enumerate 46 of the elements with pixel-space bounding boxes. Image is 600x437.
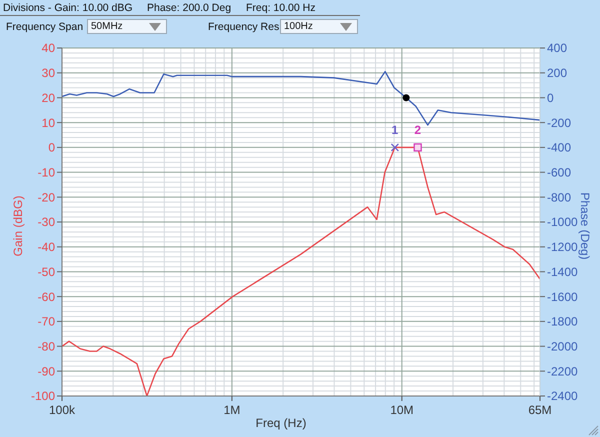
y2-tick-label: -1000 xyxy=(547,215,578,230)
x-tick-label: 65M xyxy=(528,403,552,417)
y2-axis-title: Phase (Deg) xyxy=(578,192,592,260)
y-tick-label: -30 xyxy=(38,215,56,230)
y-tick-label: -20 xyxy=(38,190,56,204)
y2-tick-label: -1800 xyxy=(547,314,578,329)
text: Frequency Res xyxy=(208,21,280,33)
dropdown-field: 50MHz xyxy=(87,19,167,34)
text: Divisions - Gain: 10.00 dBG xyxy=(3,2,133,14)
x-axis-title: Freq (Hz) xyxy=(256,416,306,430)
y2-tick-label: -800 xyxy=(547,190,572,204)
y-tick-label: 10 xyxy=(42,116,56,130)
text: Frequency Span xyxy=(6,21,84,33)
y2-tick-label: -2400 xyxy=(547,389,578,404)
y-tick-label: -70 xyxy=(38,314,56,329)
y2-tick-label: -2000 xyxy=(547,339,578,354)
y-tick-label: -50 xyxy=(38,264,56,279)
y-tick-label: -40 xyxy=(38,240,56,254)
y2-tick-label: 400 xyxy=(547,41,568,56)
annotation: 1 xyxy=(392,123,398,138)
x-tick-label: 10M xyxy=(390,403,414,417)
y-tick-label: 30 xyxy=(42,66,56,80)
y2-tick-label: -1400 xyxy=(547,264,578,279)
x-tick-label: 1M xyxy=(224,403,240,417)
y-axis-title: Gain (dBG) xyxy=(11,196,25,256)
y2-tick-label: -1200 xyxy=(547,240,578,254)
x-tick-label: 100k xyxy=(48,403,76,417)
annotation: 2 xyxy=(414,123,422,138)
y-tick-label: -90 xyxy=(38,364,56,378)
y-tick-label: 0 xyxy=(48,140,56,155)
text: Phase: 200.0 Deg xyxy=(147,2,232,14)
y-tick-label: 40 xyxy=(42,41,56,56)
y-tick-label: -100 xyxy=(30,389,56,404)
dropdown-field: 100Hz xyxy=(280,19,358,34)
y-tick-label: 20 xyxy=(42,90,56,105)
y2-tick-label: -600 xyxy=(547,165,572,180)
y-tick-label: -80 xyxy=(38,339,56,354)
y2-tick-label: 0 xyxy=(547,90,554,105)
y-tick-label: -60 xyxy=(38,290,56,304)
y-tick-label: -10 xyxy=(38,165,56,180)
y2-tick-label: -1600 xyxy=(547,290,578,304)
y2-tick-label: -400 xyxy=(547,140,572,155)
y2-tick-label: 200 xyxy=(547,66,568,80)
y2-tick-label: -200 xyxy=(547,116,572,130)
y2-tick-label: -2200 xyxy=(547,364,578,378)
text: Freq: 10.00 Hz xyxy=(246,2,316,14)
